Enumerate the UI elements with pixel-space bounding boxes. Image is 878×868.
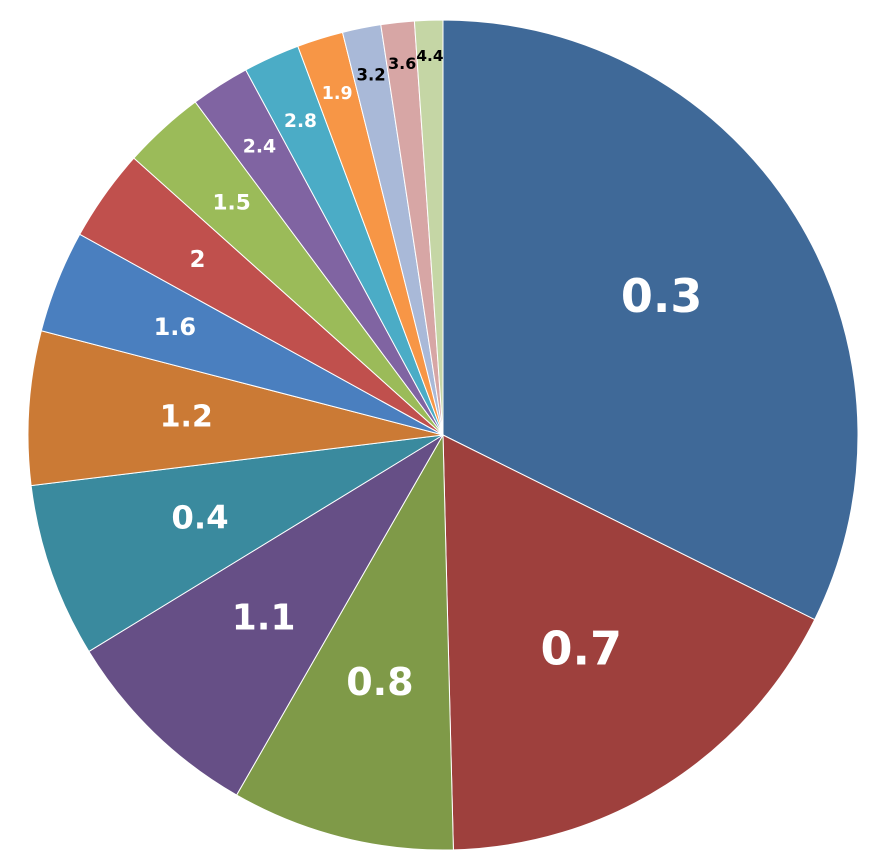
slice-label: 1.6	[154, 313, 196, 341]
pie-slice	[30, 434, 444, 653]
slice-label: 0.8	[346, 660, 413, 704]
pie-slice	[235, 433, 454, 851]
slice-label: 2.4	[243, 136, 276, 158]
pie-slice	[442, 434, 816, 851]
pie-slice	[413, 19, 444, 436]
slice-label: 2.8	[284, 111, 317, 132]
pie-slice	[442, 19, 859, 621]
slice-label: 0.7	[541, 621, 623, 675]
slice-label: 1.1	[232, 597, 296, 638]
slice-label: 0.4	[171, 499, 228, 537]
slice-label: 1.5	[212, 190, 250, 215]
slice-label: 2	[190, 247, 206, 273]
pie-slice	[27, 330, 444, 487]
slice-label: 1.2	[160, 400, 213, 435]
slice-label: 3.6	[388, 54, 416, 73]
slice-label: 3.2	[357, 65, 386, 84]
slice-label: 4.4	[416, 47, 443, 65]
slice-label: 1.9	[322, 84, 353, 104]
pie-slice	[88, 434, 444, 796]
slice-label: 0.3	[621, 269, 703, 323]
